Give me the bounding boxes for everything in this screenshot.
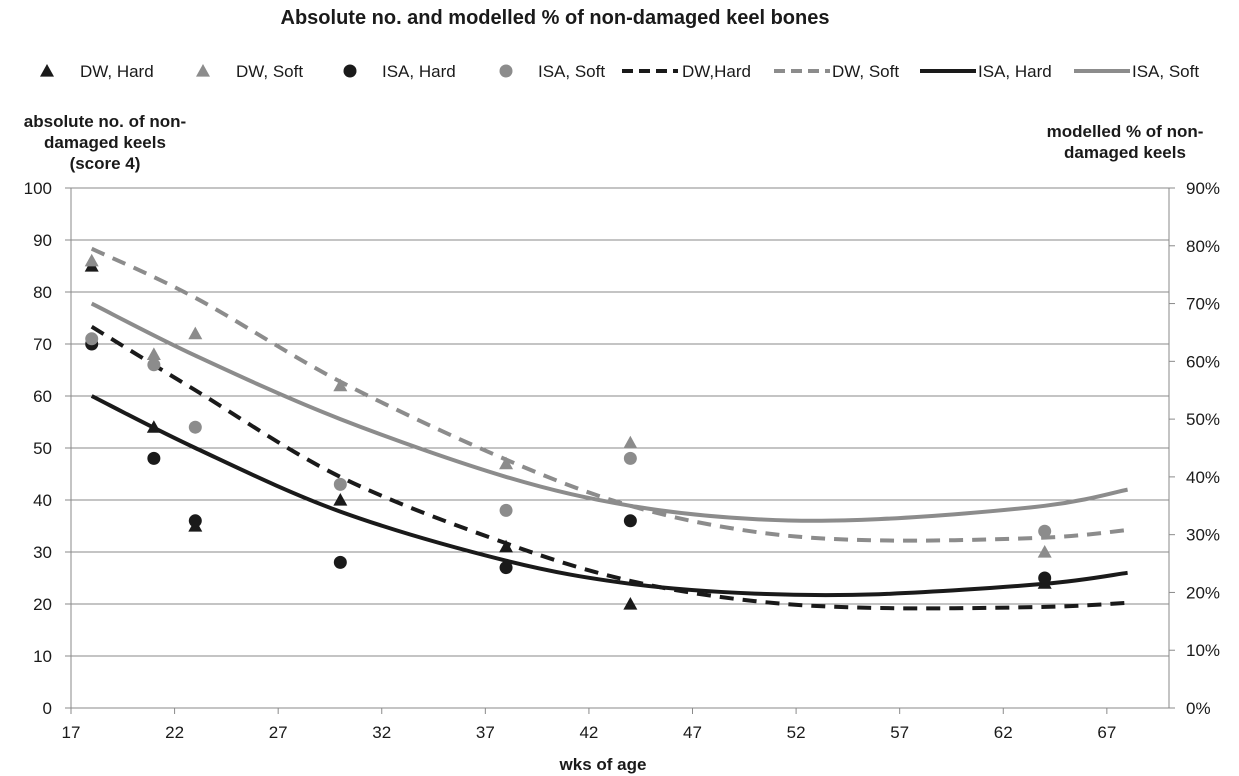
x-tick-label-22: 22 <box>165 723 184 742</box>
point-dw-soft <box>1037 545 1052 558</box>
point-isa-soft <box>333 477 347 491</box>
y-right-tick-label-60pct: 60% <box>1186 352 1220 371</box>
legend-dw-soft-symbol <box>196 64 210 77</box>
y-right-tick-label-0pct: 0% <box>1186 699 1211 718</box>
point-isa-soft <box>499 503 513 517</box>
legend-dw-soft-label: DW, Soft <box>236 62 303 81</box>
point-isa-hard <box>623 514 637 528</box>
legend-isa-soft-label: ISA, Soft <box>538 62 605 81</box>
point-isa-hard <box>333 555 347 569</box>
x-tick-labels: 17 22 27 32 37 42 47 52 57 62 67 <box>62 723 1117 742</box>
y-left-tick-label-70: 70 <box>33 335 52 354</box>
point-dw-soft <box>188 326 203 340</box>
y-left-tick-label-80: 80 <box>33 283 52 302</box>
y-right-tick-label-40pct: 40% <box>1186 468 1220 487</box>
x-tick-label-67: 67 <box>1097 723 1116 742</box>
point-dw-soft <box>333 378 348 392</box>
legend-dw-soft-label: DW, Soft <box>832 62 899 81</box>
y-left-tick-label-90: 90 <box>33 231 52 250</box>
curve-dw-soft <box>90 246 1128 543</box>
y-left-tick-label-30: 30 <box>33 543 52 562</box>
gridlines <box>71 187 1169 709</box>
point-dw-soft <box>84 253 99 267</box>
x-tick-label-47: 47 <box>683 723 702 742</box>
legend-isa-hard-label: ISA, Hard <box>978 62 1052 81</box>
curve-dw-hard <box>90 324 1128 611</box>
legend-dw-hard-symbol <box>40 64 54 77</box>
y-right-tick-label-10pct: 10% <box>1186 641 1220 660</box>
y-left-axis-title-line3: (score 4) <box>70 154 141 173</box>
point-isa-hard <box>499 561 513 575</box>
y-left-tick-label-50: 50 <box>33 439 52 458</box>
x-tick-label-27: 27 <box>269 723 288 742</box>
point-isa-soft <box>623 451 637 465</box>
y-right-axis-title-line1: modelled % of non- <box>1047 122 1204 141</box>
x-tick-label-62: 62 <box>994 723 1013 742</box>
axes <box>65 187 1175 714</box>
x-tick-label-32: 32 <box>372 723 391 742</box>
legend-isa-soft-label: ISA, Soft <box>1132 62 1199 81</box>
y-right-axis-title-line2: damaged keels <box>1064 143 1186 162</box>
point-isa-hard <box>188 514 202 528</box>
point-dw-soft <box>499 456 514 470</box>
x-tick-label-37: 37 <box>476 723 495 742</box>
legend-isa-hard-label: ISA, Hard <box>382 62 456 81</box>
y-left-tick-labels: 0 10 20 30 40 50 60 70 80 90 100 <box>24 179 52 718</box>
curve-isa-hard <box>90 394 1128 598</box>
y-left-tick-label-0: 0 <box>43 699 52 718</box>
curve-isa-soft <box>90 301 1128 523</box>
point-isa-hard <box>1038 571 1052 585</box>
legend-isa-hard-symbol <box>343 64 357 78</box>
point-isa-soft <box>85 332 99 346</box>
point-isa-hard <box>147 451 161 465</box>
y-right-tick-label-70pct: 70% <box>1186 295 1220 314</box>
point-dw-hard <box>146 420 161 433</box>
x-tick-label-42: 42 <box>579 723 598 742</box>
y-right-tick-labels: 0% 10% 20% 30% 40% 50% 60% 70% 80% 90% <box>1186 179 1220 718</box>
y-left-tick-label-40: 40 <box>33 491 52 510</box>
legend-dw-hard-label: DW,Hard <box>682 62 751 81</box>
y-right-tick-label-20pct: 20% <box>1186 583 1220 602</box>
point-dw-hard <box>333 493 348 506</box>
y-left-axis-title-line1: absolute no. of non- <box>24 112 186 131</box>
data-points <box>84 253 1052 610</box>
y-left-axis-title-line2: damaged keels <box>44 133 166 152</box>
legend-dw-hard-label: DW, Hard <box>80 62 154 81</box>
y-left-tick-label-20: 20 <box>33 595 52 614</box>
y-right-tick-label-80pct: 80% <box>1186 237 1220 256</box>
point-dw-hard <box>623 597 638 610</box>
y-left-tick-label-60: 60 <box>33 387 52 406</box>
y-right-tick-label-30pct: 30% <box>1186 526 1220 545</box>
model-curves <box>90 246 1128 611</box>
y-right-tick-label-50pct: 50% <box>1186 410 1220 429</box>
legend-isa-soft-symbol <box>499 64 513 78</box>
x-tick-label-17: 17 <box>62 723 81 742</box>
point-isa-soft <box>147 358 161 372</box>
x-axis-title: wks of age <box>559 755 647 774</box>
point-dw-soft <box>623 435 638 449</box>
y-left-tick-label-10: 10 <box>33 647 52 666</box>
point-dw-hard <box>499 539 514 553</box>
legend: DW, Hard DW, Soft ISA, Hard ISA, Soft DW,Har… <box>40 62 1199 81</box>
y-left-tick-label-100: 100 <box>24 179 52 198</box>
point-isa-soft <box>188 420 202 434</box>
x-tick-label-57: 57 <box>890 723 909 742</box>
chart-title: Absolute no. and modelled % of non-damag… <box>281 7 830 29</box>
y-right-tick-label-90pct: 90% <box>1186 179 1220 198</box>
point-isa-soft <box>1038 524 1052 538</box>
point-dw-soft <box>146 347 161 360</box>
x-tick-label-52: 52 <box>787 723 806 742</box>
